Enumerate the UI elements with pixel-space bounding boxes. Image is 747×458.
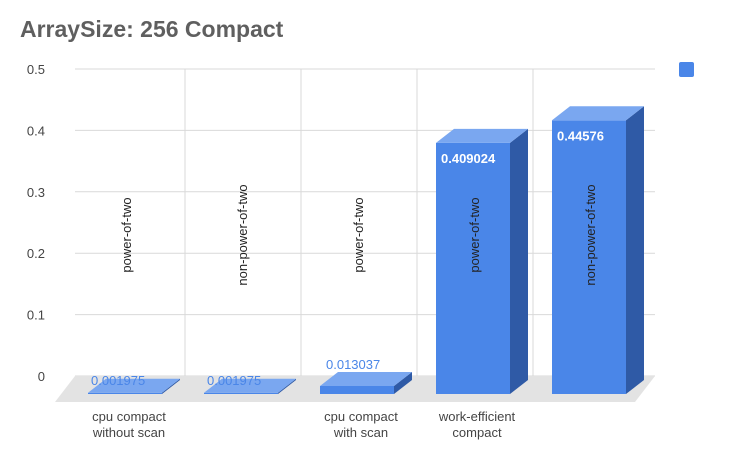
bar-side xyxy=(278,378,296,394)
bar-front xyxy=(552,120,626,395)
bar-side xyxy=(626,106,644,395)
y-tick-label: 0.5 xyxy=(27,62,45,77)
x-category-label: with scan xyxy=(333,425,388,440)
bar-side xyxy=(162,378,180,394)
bar-top xyxy=(320,371,412,386)
data-labels: 0.001975 0.001975 0.013037 0.409024 0.44576 xyxy=(91,128,604,387)
bar xyxy=(204,378,296,394)
y-tick-label: 0 xyxy=(38,369,45,384)
bar-annotation: non-power-of-two xyxy=(235,184,250,285)
legend-swatch xyxy=(679,62,694,77)
bar-front xyxy=(88,392,162,394)
bar-annotation: power-of-two xyxy=(467,197,482,272)
bar-annotation: power-of-two xyxy=(119,197,134,272)
bar-top xyxy=(552,106,644,121)
bar xyxy=(320,371,412,394)
bar-side xyxy=(510,128,528,395)
bar xyxy=(88,378,180,394)
bar-annotation: power-of-two xyxy=(351,197,366,272)
x-category-label: without scan xyxy=(92,425,165,440)
data-label: 0.44576 xyxy=(557,128,604,143)
y-tick-label: 0.2 xyxy=(27,246,45,261)
data-label: 0.001975 xyxy=(207,373,261,388)
chart-title: ArraySize: 256 Compact xyxy=(20,16,284,42)
bar-top xyxy=(436,128,528,143)
y-tick-label: 0.4 xyxy=(27,123,45,138)
x-category-label: cpu compact xyxy=(324,409,398,424)
bar xyxy=(436,128,528,395)
bars xyxy=(88,106,644,395)
y-tick-label: 0.1 xyxy=(27,308,45,323)
bar xyxy=(552,106,644,395)
x-category-label: work-efficient xyxy=(438,409,516,424)
x-category-label: cpu compact xyxy=(92,409,166,424)
data-label: 0.409024 xyxy=(441,151,496,166)
bar-annotation: non-power-of-two xyxy=(583,184,598,285)
bar-front xyxy=(320,385,394,394)
bar-top xyxy=(88,378,180,393)
x-category-label: compact xyxy=(452,425,502,440)
y-axis-ticks: 0 0.1 0.2 0.3 0.4 0.5 xyxy=(27,62,45,384)
data-label: 0.013037 xyxy=(326,357,380,372)
y-tick-label: 0.3 xyxy=(27,185,45,200)
bar-front xyxy=(436,142,510,394)
bar-annotations: power-of-two non-power-of-two power-of-two… xyxy=(119,184,598,285)
bar-front xyxy=(204,392,278,394)
bar-top xyxy=(204,378,296,393)
data-label: 0.001975 xyxy=(91,373,145,388)
bar-side xyxy=(394,371,412,394)
